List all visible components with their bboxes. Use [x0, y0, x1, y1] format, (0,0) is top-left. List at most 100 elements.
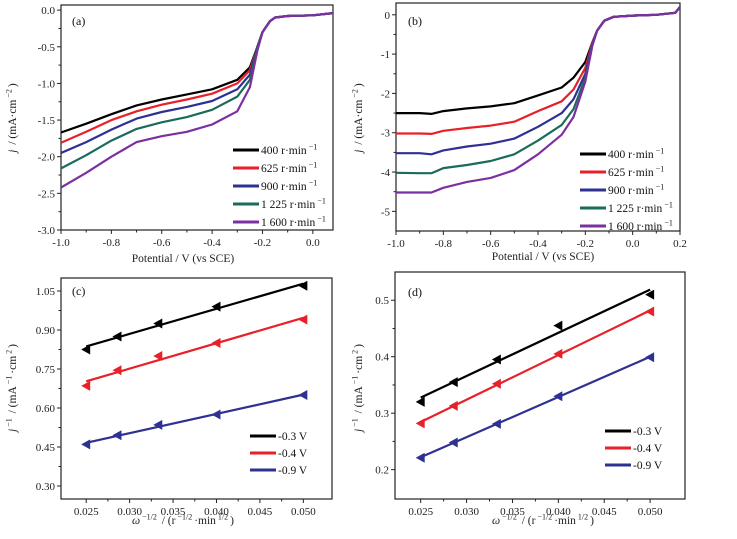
label-segment: j	[7, 429, 19, 434]
label-segment: -0.4 V	[278, 448, 308, 460]
label-segment: j	[353, 429, 365, 434]
data-point	[645, 306, 655, 317]
data-point	[211, 338, 221, 348]
y-tick-label: 0	[385, 10, 391, 22]
label-segment: ·min	[554, 515, 576, 527]
label-segment: / (mA	[7, 386, 19, 417]
legend-label: -0.9 V	[633, 460, 663, 472]
y-tick-label: -1	[381, 49, 390, 61]
label-segment: −1	[664, 201, 673, 210]
x-tick-label: 0.035	[500, 506, 525, 518]
series-line	[396, 6, 680, 135]
panel-a: -1.0 -0.8 -0.6 -0.4 -0.2 0.0 0.0 -0.5 -1.0 -1.5 -2…	[5, 4, 334, 265]
data-point	[491, 378, 501, 389]
data-point	[415, 396, 425, 407]
x-tick-label: -1.0	[52, 237, 70, 249]
label-segment: −1/2	[177, 513, 192, 522]
data-point	[211, 301, 221, 312]
data-point	[553, 348, 563, 359]
label-segment: / (mA	[353, 386, 365, 417]
y-tick-label: -2.5	[38, 188, 56, 200]
legend-label: 900 r·min −1	[261, 179, 317, 194]
label-segment: 1/2	[218, 513, 228, 522]
label-segment: -0.3 V	[633, 426, 663, 438]
legend-label: -0.9 V	[278, 465, 308, 477]
label-segment: ·min	[194, 515, 216, 527]
data-point	[415, 452, 425, 463]
legend-label: 625 r·min −1	[608, 165, 664, 180]
legend-label: 900 r·min −1	[608, 183, 664, 198]
label-segment: −1	[309, 161, 318, 170]
y-tick-label: 0.45	[36, 442, 56, 454]
y-tick-label: 0.60	[36, 403, 56, 415]
x-tick-label: 0.045	[592, 506, 617, 518]
legend-label: -0.4 V	[278, 448, 308, 460]
x-tick-label: -0.2	[577, 238, 594, 250]
data-point	[645, 352, 655, 363]
label-segment: −1	[351, 418, 360, 427]
data-point	[553, 391, 563, 402]
y-tick-label: 0.0	[41, 5, 55, 17]
series-line	[61, 12, 333, 144]
x-tick-label: 0.025	[74, 506, 99, 518]
x-tick-label: 0.050	[291, 506, 316, 518]
x-axis-label: ω −1/2 / (r −1/2 ·min 1/2)	[492, 513, 594, 528]
y-tick-label: -3.0	[38, 225, 56, 237]
data-point	[81, 344, 91, 355]
x-tick-label: 0.030	[117, 506, 142, 518]
x-tick-label: -0.4	[529, 238, 547, 250]
data-point	[415, 418, 425, 429]
x-tick-label: 0.0	[626, 238, 640, 250]
label-segment: )	[230, 515, 234, 527]
x-tick-label: 0.2	[673, 238, 687, 250]
y-tick-label: -2.0	[38, 152, 56, 164]
series-line	[61, 12, 333, 155]
data-point	[491, 354, 501, 365]
label-segment: 625 r·min	[261, 163, 307, 175]
legend-label: -0.3 V	[633, 426, 663, 438]
panel-label: (c)	[72, 284, 85, 298]
label-segment: −1	[664, 219, 673, 228]
legend-label: 400 r·min −1	[608, 147, 664, 162]
y-tick-label: 0.75	[36, 364, 56, 376]
y-axis-label: j −1 / (mA−1 ·cm 2)	[5, 344, 20, 434]
data-point	[448, 377, 458, 388]
plot-frame	[60, 4, 334, 231]
label-segment: )	[590, 515, 594, 527]
y-tick-label: -4	[381, 167, 391, 179]
label-segment: −2	[5, 89, 14, 98]
label-segment: j	[353, 150, 365, 155]
panel-label: (a)	[72, 14, 85, 28]
label-segment: 1 225 r·min	[261, 199, 316, 211]
label-segment: 1 225 r·min	[608, 203, 663, 215]
y-tick-label: 0.3	[375, 408, 389, 420]
x-axis-label: Potential / V (vs SCE)	[132, 253, 235, 265]
label-segment: ω	[492, 515, 500, 527]
data-point	[81, 439, 91, 450]
y-tick-label: -1.5	[38, 115, 56, 127]
label-segment: 900 r·min	[261, 181, 307, 193]
data-point	[448, 437, 458, 448]
data-point	[298, 390, 308, 400]
label-segment: −1/2	[537, 513, 552, 522]
panel-b: -1.0 -0.8 -0.6 -0.4 -0.2 0.0 0.2 0 -1 -2 -3 -4 -5 400…	[351, 2, 687, 263]
y-tick-label: 0.2	[375, 465, 389, 477]
data-point	[448, 400, 458, 411]
label-segment: −1	[309, 179, 318, 188]
x-tick-label: -0.8	[103, 237, 121, 249]
label-segment: -0.9 V	[278, 465, 308, 477]
legend-label: 625 r·min −1	[261, 161, 317, 176]
label-segment: / (r	[159, 515, 176, 527]
x-axis-label: Potential / V (vs SCE)	[492, 251, 595, 263]
label-segment: )	[353, 344, 365, 348]
label-segment: )	[353, 83, 365, 87]
legend-label: -0.3 V	[278, 431, 308, 443]
legend-label: -0.4 V	[633, 443, 663, 455]
y-tick-label: -5	[381, 206, 391, 218]
label-segment: / (r	[519, 515, 536, 527]
data-point	[153, 419, 163, 430]
label-segment: 1/2	[578, 513, 588, 522]
label-segment: −1	[317, 197, 326, 206]
label-segment: 2	[351, 350, 360, 354]
label-segment: −1	[656, 165, 665, 174]
